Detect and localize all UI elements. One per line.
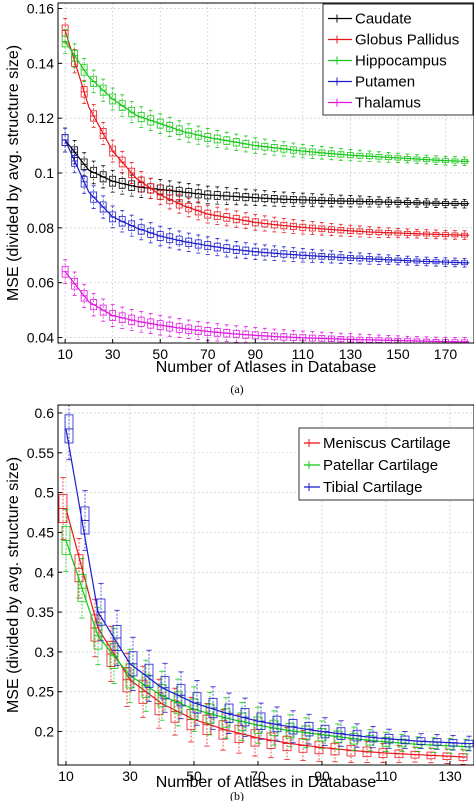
legend-item: Tibial Cartilage	[304, 479, 423, 496]
x-tick-label: 170	[434, 346, 458, 362]
series-line	[65, 508, 467, 758]
legend-label: Putamen	[355, 74, 415, 91]
x-tick-label: 90	[248, 346, 264, 362]
series-thalamus	[61, 259, 470, 343]
y-tick-label: 0.14	[27, 55, 54, 71]
y-tick-label: 0.5	[35, 485, 55, 501]
panel-caption: (b)	[230, 789, 244, 801]
x-tick-label: 30	[122, 768, 138, 784]
legend-label: Patellar Cartilage	[323, 457, 438, 474]
legend-item: Meniscus Cartilage	[304, 435, 451, 452]
legend-box	[322, 3, 474, 116]
legend-label: Globus Pallidus	[355, 32, 459, 49]
x-tick-label: 10	[57, 346, 73, 362]
legend-label: Thalamus	[355, 95, 421, 112]
x-tick-label: 30	[105, 346, 121, 362]
x-tick-label: 50	[152, 346, 168, 362]
legend-item: Globus Pallidus	[328, 32, 459, 49]
panel-caption: (a)	[230, 382, 243, 396]
y-axis-label: MSE (divided by avg. structure size)	[5, 45, 22, 301]
x-tick-label: 90	[314, 768, 330, 784]
series-hippocampus	[61, 29, 470, 167]
series-layer	[58, 405, 474, 765]
y-tick-label: 0.04	[27, 330, 54, 346]
x-tick-label: 70	[200, 346, 216, 362]
legend-label: Meniscus Cartilage	[323, 435, 451, 452]
legend-item: Patellar Cartilage	[304, 457, 438, 474]
y-tick-label: 0.06	[27, 275, 54, 291]
legend-label: Hippocampus	[355, 53, 447, 70]
series-line	[64, 30, 470, 236]
series-layer	[61, 18, 470, 343]
y-tick-label: 0.3	[35, 644, 55, 660]
y-tick-label: 0.45	[27, 524, 54, 540]
y-tick-label: 0.1	[35, 165, 55, 181]
y-tick-label: 0.16	[27, 0, 54, 16]
x-tick-label: 110	[375, 768, 398, 784]
y-axis-label: MSE (divided by avg. structure size)	[5, 457, 22, 713]
y-tick-label: 0.55	[27, 445, 54, 461]
grid	[58, 405, 474, 765]
x-tick-label: 130	[339, 346, 363, 362]
series-putamen	[61, 127, 470, 268]
series-line	[64, 139, 470, 205]
legend-label: Caudate	[355, 11, 412, 28]
series-line	[64, 271, 470, 343]
series-line	[65, 428, 467, 745]
x-tick-label: 10	[58, 768, 74, 784]
legend-item: Putamen	[328, 74, 415, 91]
legend-item: Hippocampus	[328, 53, 447, 70]
y-tick-label: 0.6	[35, 405, 55, 421]
legend: Caudate Globus Pallidus Hippocampus Putamen…	[322, 3, 474, 116]
y-tick-label: 0.12	[27, 110, 54, 126]
x-axis-label: Number of Atlases in Database	[156, 774, 377, 791]
legend-item: Caudate	[328, 11, 412, 28]
legend-box	[298, 427, 474, 501]
x-tick-label: 150	[386, 346, 410, 362]
y-tick-label: 0.2	[35, 724, 55, 740]
x-tick-label: 70	[250, 768, 266, 784]
axes-frame	[57, 404, 474, 766]
y-tick-label: 0.08	[27, 220, 54, 236]
y-tick-label: 0.35	[27, 604, 54, 620]
chart-panel-1: 10 30 50 70 90 110 130 0.2 0.25 0.3 0.35 0.4 0.45 0.5…	[5, 404, 474, 801]
y-tick-label: 0.25	[27, 684, 54, 700]
legend-label: Tibial Cartilage	[323, 479, 423, 496]
y-tick-label: 0.4	[35, 564, 55, 580]
x-axis-label: Number of Atlases in Database	[156, 359, 377, 376]
x-tick-label: 130	[438, 768, 462, 784]
series-line	[64, 139, 470, 264]
legend: Meniscus Cartilage Patellar Cartilage Tibi…	[298, 427, 474, 501]
x-tick-label: 110	[292, 346, 315, 362]
x-tick-label: 50	[186, 768, 202, 784]
series-globus-pallidus	[61, 18, 470, 240]
legend-item: Thalamus	[328, 95, 421, 112]
series-tibial-cartilage	[64, 405, 474, 752]
chart-panel-0: 10 30 50 70 90 110 130 150 170 0.04 0.06 0.08 0.1 0.1…	[5, 0, 474, 396]
series-line	[64, 41, 470, 163]
